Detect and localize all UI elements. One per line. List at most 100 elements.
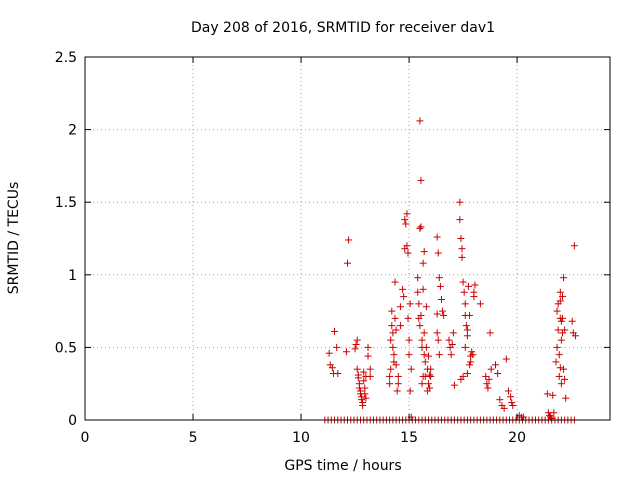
data-point xyxy=(433,233,441,241)
data-point xyxy=(504,387,512,395)
data-point xyxy=(386,380,394,388)
data-point xyxy=(366,365,374,373)
data-point xyxy=(427,365,435,373)
data-point xyxy=(417,311,425,319)
data-point xyxy=(456,198,464,206)
data-point xyxy=(415,300,423,308)
data-point xyxy=(360,368,368,376)
data-point xyxy=(445,336,453,344)
data-point xyxy=(417,223,425,231)
data-point xyxy=(406,387,414,395)
data-point xyxy=(396,322,404,330)
data-point xyxy=(487,365,495,373)
data-point xyxy=(491,361,499,369)
data-point xyxy=(426,371,434,379)
data-point xyxy=(461,343,469,351)
data-point xyxy=(414,288,422,296)
chart-title: Day 208 of 2016, SRMTID for receiver dav… xyxy=(191,20,495,36)
y-tick-label: 1 xyxy=(68,268,77,284)
data-point xyxy=(561,326,569,334)
data-point xyxy=(560,365,568,373)
data-point xyxy=(476,300,484,308)
data-point xyxy=(386,372,394,380)
data-points xyxy=(321,117,579,424)
data-point xyxy=(328,364,336,372)
data-point xyxy=(405,336,413,344)
data-point xyxy=(388,322,396,330)
data-point xyxy=(399,285,407,293)
data-point xyxy=(344,259,351,267)
data-point xyxy=(464,282,472,290)
data-point xyxy=(485,375,493,383)
y-axis-title: SRMTID / TECUs xyxy=(6,182,22,295)
data-point xyxy=(353,365,361,373)
grid-lines xyxy=(85,57,610,420)
data-point xyxy=(552,358,560,366)
data-point xyxy=(482,372,490,380)
y-tick-label: 2 xyxy=(68,123,77,139)
data-point xyxy=(407,365,415,373)
data-point xyxy=(509,401,517,409)
data-point xyxy=(448,340,456,348)
data-point xyxy=(416,322,424,330)
data-point xyxy=(391,278,399,286)
data-point xyxy=(471,281,479,289)
data-point xyxy=(553,343,561,351)
data-point xyxy=(420,351,428,359)
data-point xyxy=(404,314,412,322)
data-point xyxy=(405,351,413,359)
data-point xyxy=(425,380,433,388)
data-point xyxy=(361,384,369,392)
data-point xyxy=(470,293,478,301)
data-point xyxy=(354,374,362,382)
data-point xyxy=(556,288,564,296)
data-point xyxy=(553,307,561,315)
data-point xyxy=(433,329,441,337)
data-point xyxy=(353,336,361,344)
data-point xyxy=(456,216,464,224)
data-point xyxy=(391,314,399,322)
data-point xyxy=(458,245,466,253)
data-point xyxy=(388,307,396,315)
data-point xyxy=(427,372,435,380)
data-point xyxy=(463,370,471,378)
data-point xyxy=(422,303,430,311)
data-point xyxy=(437,295,445,303)
data-point xyxy=(435,274,443,282)
data-point xyxy=(562,394,570,402)
data-point xyxy=(466,311,474,319)
data-point xyxy=(393,387,401,395)
data-point xyxy=(387,365,395,373)
data-point xyxy=(449,329,457,337)
data-point xyxy=(461,300,469,308)
y-tick-label: 0.5 xyxy=(55,340,77,356)
data-point xyxy=(392,326,400,334)
y-tick-label: 2.5 xyxy=(55,50,77,66)
data-point xyxy=(466,361,474,369)
data-point xyxy=(389,343,397,351)
data-point xyxy=(420,248,428,256)
data-point xyxy=(400,293,408,301)
data-point xyxy=(342,348,350,356)
data-point xyxy=(557,317,565,325)
data-point xyxy=(402,220,410,228)
data-point xyxy=(570,242,578,250)
data-point xyxy=(359,401,367,409)
data-point xyxy=(334,370,342,378)
x-axis-title: GPS time / hours xyxy=(284,458,401,474)
data-point xyxy=(459,278,467,286)
data-point xyxy=(352,340,360,348)
data-point xyxy=(325,349,333,357)
data-point xyxy=(557,336,565,344)
data-point xyxy=(549,391,557,399)
data-point xyxy=(396,303,404,311)
data-point xyxy=(390,351,398,359)
data-point xyxy=(420,329,428,337)
data-point xyxy=(440,311,448,319)
data-point xyxy=(419,259,427,267)
data-point xyxy=(457,235,465,242)
x-tick-label: 15 xyxy=(400,430,418,446)
data-point xyxy=(486,329,494,337)
data-point xyxy=(434,249,442,257)
